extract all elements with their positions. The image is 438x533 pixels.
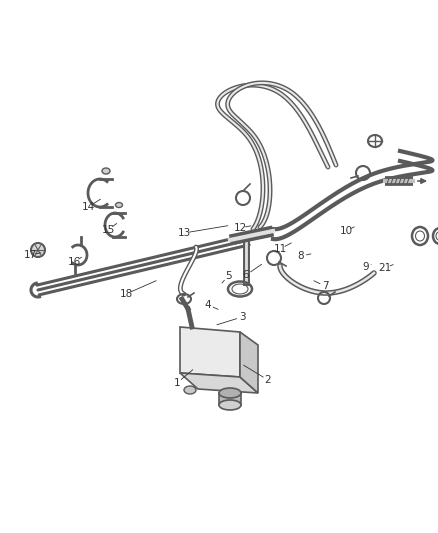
Text: 6: 6 [243,270,249,280]
Ellipse shape [184,386,196,394]
Text: 12: 12 [233,223,247,233]
Text: 3: 3 [239,312,245,322]
Polygon shape [180,327,240,377]
Text: 21: 21 [378,263,392,273]
Text: 4: 4 [205,300,211,310]
Polygon shape [240,332,258,393]
Ellipse shape [219,388,241,398]
Text: 8: 8 [298,251,304,261]
Text: 13: 13 [177,228,191,238]
Polygon shape [180,373,258,393]
Text: 15: 15 [101,225,115,235]
Ellipse shape [116,203,123,207]
Text: 9: 9 [363,262,369,272]
Text: 17: 17 [23,250,37,260]
Text: 11: 11 [273,244,286,254]
Text: 1: 1 [174,378,180,388]
Text: 2: 2 [265,375,271,385]
Text: 16: 16 [67,257,81,267]
Text: 14: 14 [81,202,95,212]
Text: 18: 18 [120,289,133,299]
Text: 10: 10 [339,226,353,236]
Ellipse shape [102,168,110,174]
Text: 7: 7 [321,281,328,291]
Bar [219,393,241,405]
Ellipse shape [219,400,241,410]
Text: 5: 5 [225,271,231,281]
Ellipse shape [31,243,45,257]
